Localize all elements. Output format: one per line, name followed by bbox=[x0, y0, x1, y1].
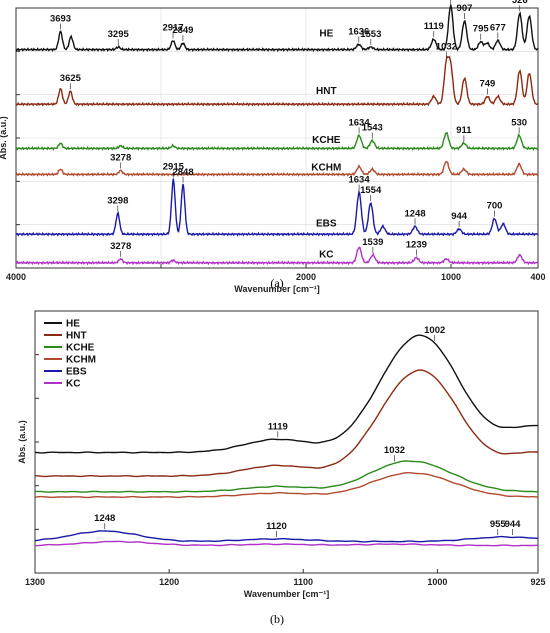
x-axis-title: Wavenumber [cm⁻¹] bbox=[244, 589, 329, 599]
peak-label: 944 bbox=[451, 211, 468, 222]
series-label-kchm: KCHM bbox=[311, 163, 341, 174]
chart-a: 4000 2000 1000 400 Wavenumber [cm⁻¹] Abs. (a.… bbox=[0, 0, 546, 294]
peak-label: 1634 bbox=[348, 175, 370, 186]
peak-label: 700 bbox=[487, 201, 503, 212]
series-line-he bbox=[35, 334, 538, 454]
peak-label: 1239 bbox=[406, 240, 427, 251]
series-label-he: HE bbox=[319, 29, 333, 40]
peak-label: 2849 bbox=[172, 25, 193, 36]
peak-label: 944 bbox=[505, 519, 522, 530]
peak-label: 795 bbox=[473, 24, 490, 35]
peak-label: 1634 bbox=[348, 117, 370, 128]
peak-label: 1539 bbox=[362, 237, 383, 248]
plot-frame bbox=[34, 310, 539, 574]
peak-label: 1543 bbox=[362, 123, 383, 134]
peak-label: 2917 bbox=[162, 22, 183, 33]
legend-label-he: HE bbox=[66, 319, 80, 330]
peak-label: 1120 bbox=[266, 521, 287, 532]
chart-b: 1300 1200 1100 1000 925 Wavenumber [cm⁻¹] Abs.… bbox=[17, 310, 546, 599]
series-line-hnt bbox=[15, 55, 539, 107]
peak-label: 3295 bbox=[108, 29, 130, 40]
peak-label: 1032 bbox=[436, 42, 457, 53]
peak-label: 1248 bbox=[94, 513, 115, 524]
peak-label: 3278 bbox=[110, 241, 131, 252]
y-axis-title: Abs. (a.u.) bbox=[17, 420, 27, 464]
peak-label: 677 bbox=[490, 22, 506, 33]
series-line-kchm bbox=[15, 160, 539, 177]
legend-label-hnt: HNT bbox=[66, 331, 87, 342]
peak-label: 1248 bbox=[404, 208, 425, 219]
peak-label: 749 bbox=[479, 78, 495, 89]
peak-label: 1032 bbox=[384, 445, 405, 456]
x-tick-label: 1100 bbox=[294, 577, 314, 587]
series-label-kc: KC bbox=[319, 250, 333, 261]
x-tick-label: 925 bbox=[530, 577, 545, 587]
panel-tag-a: (a) bbox=[270, 276, 284, 290]
peak-label: 3298 bbox=[107, 195, 128, 206]
x-tick-label: 1200 bbox=[159, 577, 179, 587]
panel-tag-b: (b) bbox=[270, 612, 284, 626]
series-line-kchm bbox=[34, 472, 539, 499]
series-label-kche: KCHE bbox=[312, 135, 341, 146]
peak-label: 1119 bbox=[268, 421, 288, 432]
peak-label: 1554 bbox=[360, 185, 382, 196]
x-tick-label: 4000 bbox=[6, 272, 26, 282]
series-label-ebs: EBS bbox=[316, 218, 337, 229]
legend-label-kche: KCHE bbox=[66, 343, 95, 354]
x-tick-label: 400 bbox=[530, 272, 545, 282]
x-tick-label: 2000 bbox=[296, 272, 316, 282]
legend-label-ebs: EBS bbox=[66, 367, 87, 378]
peak-label: 907 bbox=[457, 3, 473, 14]
peak-label: 955 bbox=[490, 519, 507, 530]
series-line-kc bbox=[35, 540, 538, 547]
peak-label: 3693 bbox=[50, 13, 71, 24]
peak-label: 1119 bbox=[424, 21, 444, 32]
series-line-ebs bbox=[34, 530, 538, 543]
peak-label: 3625 bbox=[60, 73, 82, 84]
series-line-kche bbox=[35, 460, 539, 493]
peak-label: 1553 bbox=[360, 29, 381, 40]
series-line-he bbox=[15, 2, 539, 53]
series-line-kc bbox=[15, 246, 539, 266]
series-line-hnt bbox=[35, 369, 539, 478]
peak-label: 2848 bbox=[172, 167, 193, 178]
peak-label: 526 bbox=[512, 0, 528, 6]
x-tick-label: 1000 bbox=[427, 577, 447, 587]
x-axis-title: Wavenumber [cm⁻¹] bbox=[234, 284, 319, 294]
peak-label: 911 bbox=[456, 125, 472, 136]
legend-label-kc: KC bbox=[66, 379, 80, 390]
series-label-hnt: HNT bbox=[316, 86, 337, 97]
peak-label: 530 bbox=[511, 117, 527, 128]
peak-label: 1636 bbox=[348, 26, 369, 37]
series-line-kche bbox=[16, 131, 539, 151]
x-tick-label: 1000 bbox=[441, 272, 461, 282]
x-tick-label: 1300 bbox=[25, 577, 45, 587]
peak-label: 2915 bbox=[163, 162, 185, 173]
peak-label: 3278 bbox=[110, 153, 131, 164]
peak-label: 1002 bbox=[424, 325, 445, 336]
legend-label-kchm: KCHM bbox=[66, 355, 96, 366]
series-line-ebs bbox=[15, 178, 539, 237]
y-axis-title: Abs. (a.u.) bbox=[0, 116, 8, 160]
